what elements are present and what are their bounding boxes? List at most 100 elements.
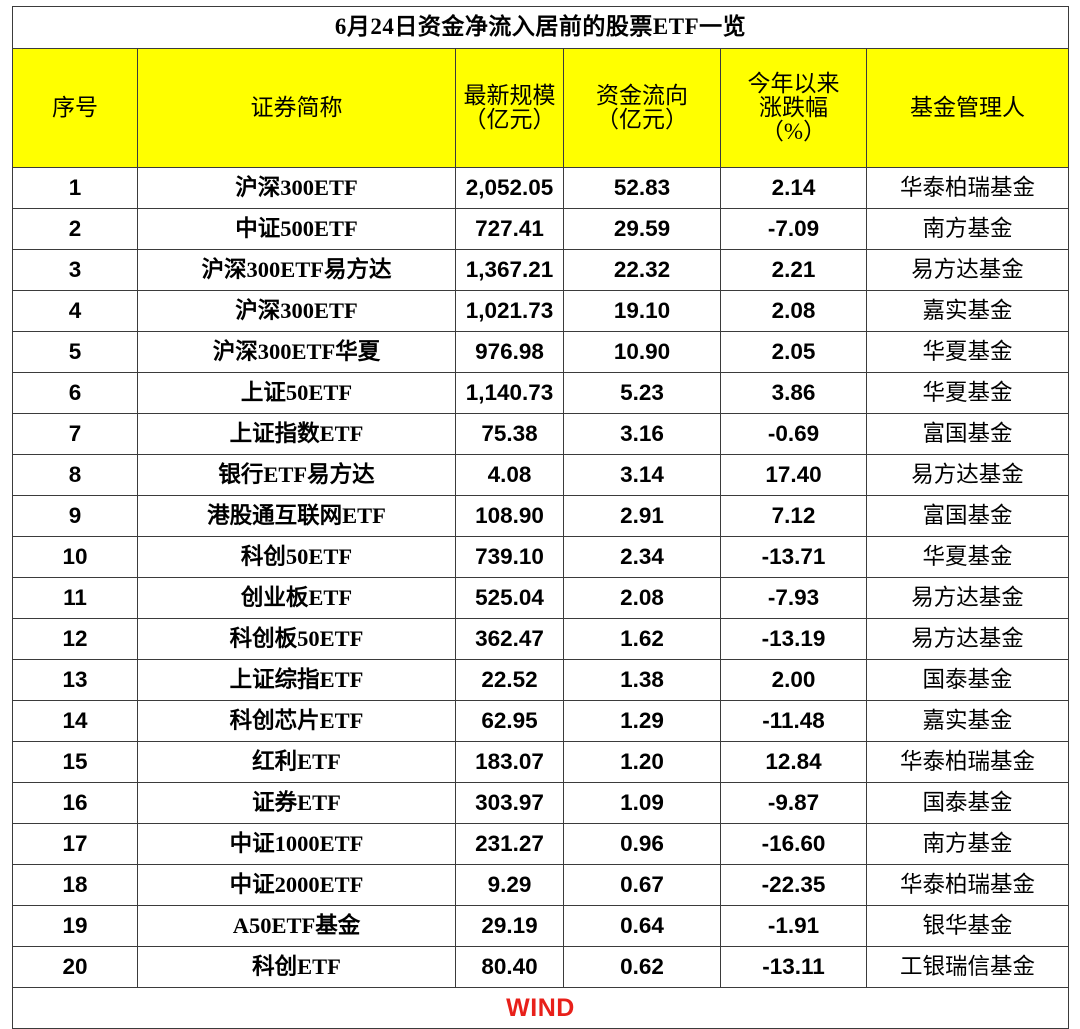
column-header-line: 最新规模 [463,82,556,108]
cell-mgr: 富国基金 [865,413,1070,455]
table-row: 4 沪深300ETF 1,021.73 19.10 2.08 嘉实基金 [12,290,1070,332]
cell-name: 银行ETF易方达 [137,454,456,496]
cell-idx: 18 [12,864,138,906]
cell-name: 科创50ETF [137,536,456,578]
cell-idx: 6 [12,372,138,414]
cell-name: 中证1000ETF [137,823,456,865]
cell-scale: 303.97 [455,782,564,824]
column-header-line: 今年以来 [747,70,840,96]
cell-idx: 7 [12,413,138,455]
cell-mgr: 银华基金 [865,905,1070,947]
cell-flow: 0.96 [563,823,721,865]
table-row: 9 港股通互联网ETF 108.90 2.91 7.12 富国基金 [12,495,1070,537]
cell-name: 科创板50ETF [137,618,456,660]
cell-scale: 362.47 [455,618,564,660]
cell-chg: -13.71 [720,536,867,578]
column-header-line: （亿元） [463,107,556,132]
cell-mgr: 国泰基金 [865,782,1070,824]
cell-mgr: 华夏基金 [865,331,1070,373]
column-header-name: 证券简称 [137,48,456,168]
table-row: 18 中证2000ETF 9.29 0.67 -22.35 华泰柏瑞基金 [12,864,1070,906]
cell-chg: -9.87 [720,782,867,824]
column-header-line: 基金管理人 [910,94,1025,120]
cell-chg: 2.08 [720,290,867,332]
cell-idx: 4 [12,290,138,332]
cell-idx: 19 [12,905,138,947]
cell-mgr: 易方达基金 [865,249,1070,291]
cell-mgr: 华夏基金 [865,536,1070,578]
column-header-lines: 序号 [13,94,137,120]
column-header-chg: 今年以来 涨跌幅 （%） [720,48,867,168]
cell-name: 上证指数ETF [137,413,456,455]
cell-scale: 739.10 [455,536,564,578]
cell-chg: -22.35 [720,864,867,906]
cell-chg: 17.40 [720,454,867,496]
column-header-lines: 今年以来 涨跌幅 （%） [721,70,866,144]
cell-mgr: 华泰柏瑞基金 [865,741,1070,783]
cell-chg: -1.91 [720,905,867,947]
column-header-idx: 序号 [12,48,138,168]
cell-flow: 52.83 [563,167,721,209]
cell-name: 中证500ETF [137,208,456,250]
cell-idx: 1 [12,167,138,209]
cell-flow: 19.10 [563,290,721,332]
column-header-line: 资金流向 [596,82,688,108]
cell-mgr: 国泰基金 [865,659,1070,701]
cell-name: 沪深300ETF易方达 [137,249,456,291]
cell-scale: 4.08 [455,454,564,496]
cell-mgr: 工银瑞信基金 [865,946,1070,988]
cell-flow: 1.29 [563,700,721,742]
cell-scale: 29.19 [455,905,564,947]
cell-mgr: 富国基金 [865,495,1070,537]
cell-flow: 1.62 [563,618,721,660]
cell-scale: 22.52 [455,659,564,701]
table-row: 8 银行ETF易方达 4.08 3.14 17.40 易方达基金 [12,454,1070,496]
cell-name: 沪深300ETF [137,290,456,332]
table-row: 7 上证指数ETF 75.38 3.16 -0.69 富国基金 [12,413,1070,455]
table-row: 12 科创板50ETF 362.47 1.62 -13.19 易方达基金 [12,618,1070,660]
cell-name: 沪深300ETF华夏 [137,331,456,373]
table-row: 19 A50ETF基金 29.19 0.64 -1.91 银华基金 [12,905,1070,947]
table-row: 13 上证综指ETF 22.52 1.38 2.00 国泰基金 [12,659,1070,701]
column-header-line: 涨跌幅 [759,94,828,120]
cell-chg: 2.21 [720,249,867,291]
cell-chg: 2.05 [720,331,867,373]
cell-idx: 20 [12,946,138,988]
cell-idx: 12 [12,618,138,660]
cell-idx: 10 [12,536,138,578]
cell-chg: -7.93 [720,577,867,619]
cell-flow: 2.08 [563,577,721,619]
cell-mgr: 华泰柏瑞基金 [865,167,1070,209]
cell-chg: -16.60 [720,823,867,865]
etf-ranking-table: 6月24日资金净流入居前的股票ETF一览 序号 证券简称 最新规模 （亿元） 资金流向（… [11,6,1070,1029]
cell-idx: 2 [12,208,138,250]
cell-mgr: 南方基金 [865,823,1070,865]
cell-name: 红利ETF [137,741,456,783]
cell-mgr: 华泰柏瑞基金 [865,864,1070,906]
cell-chg: -7.09 [720,208,867,250]
cell-name: 沪深300ETF [137,167,456,209]
cell-flow: 2.91 [563,495,721,537]
cell-chg: -13.11 [720,946,867,988]
table-row: 20 科创ETF 80.40 0.62 -13.11 工银瑞信基金 [12,946,1070,988]
column-header-scale: 最新规模 （亿元） [455,48,564,168]
cell-mgr: 华夏基金 [865,372,1070,414]
cell-mgr: 嘉实基金 [865,290,1070,332]
cell-flow: 2.34 [563,536,721,578]
title-row: 6月24日资金净流入居前的股票ETF一览 [11,6,1070,49]
cell-scale: 727.41 [455,208,564,250]
cell-flow: 0.67 [563,864,721,906]
cell-mgr: 易方达基金 [865,618,1070,660]
cell-mgr: 易方达基金 [865,454,1070,496]
column-header-flow: 资金流向 （亿元） [563,48,721,168]
cell-chg: 7.12 [720,495,867,537]
cell-scale: 1,367.21 [455,249,564,291]
cell-mgr: 南方基金 [865,208,1070,250]
cell-mgr: 嘉实基金 [865,700,1070,742]
table-row: 14 科创芯片ETF 62.95 1.29 -11.48 嘉实基金 [12,700,1070,742]
cell-idx: 13 [12,659,138,701]
cell-name: A50ETF基金 [137,905,456,947]
cell-mgr: 易方达基金 [865,577,1070,619]
cell-scale: 62.95 [455,700,564,742]
column-header-line: 序号 [52,94,98,120]
